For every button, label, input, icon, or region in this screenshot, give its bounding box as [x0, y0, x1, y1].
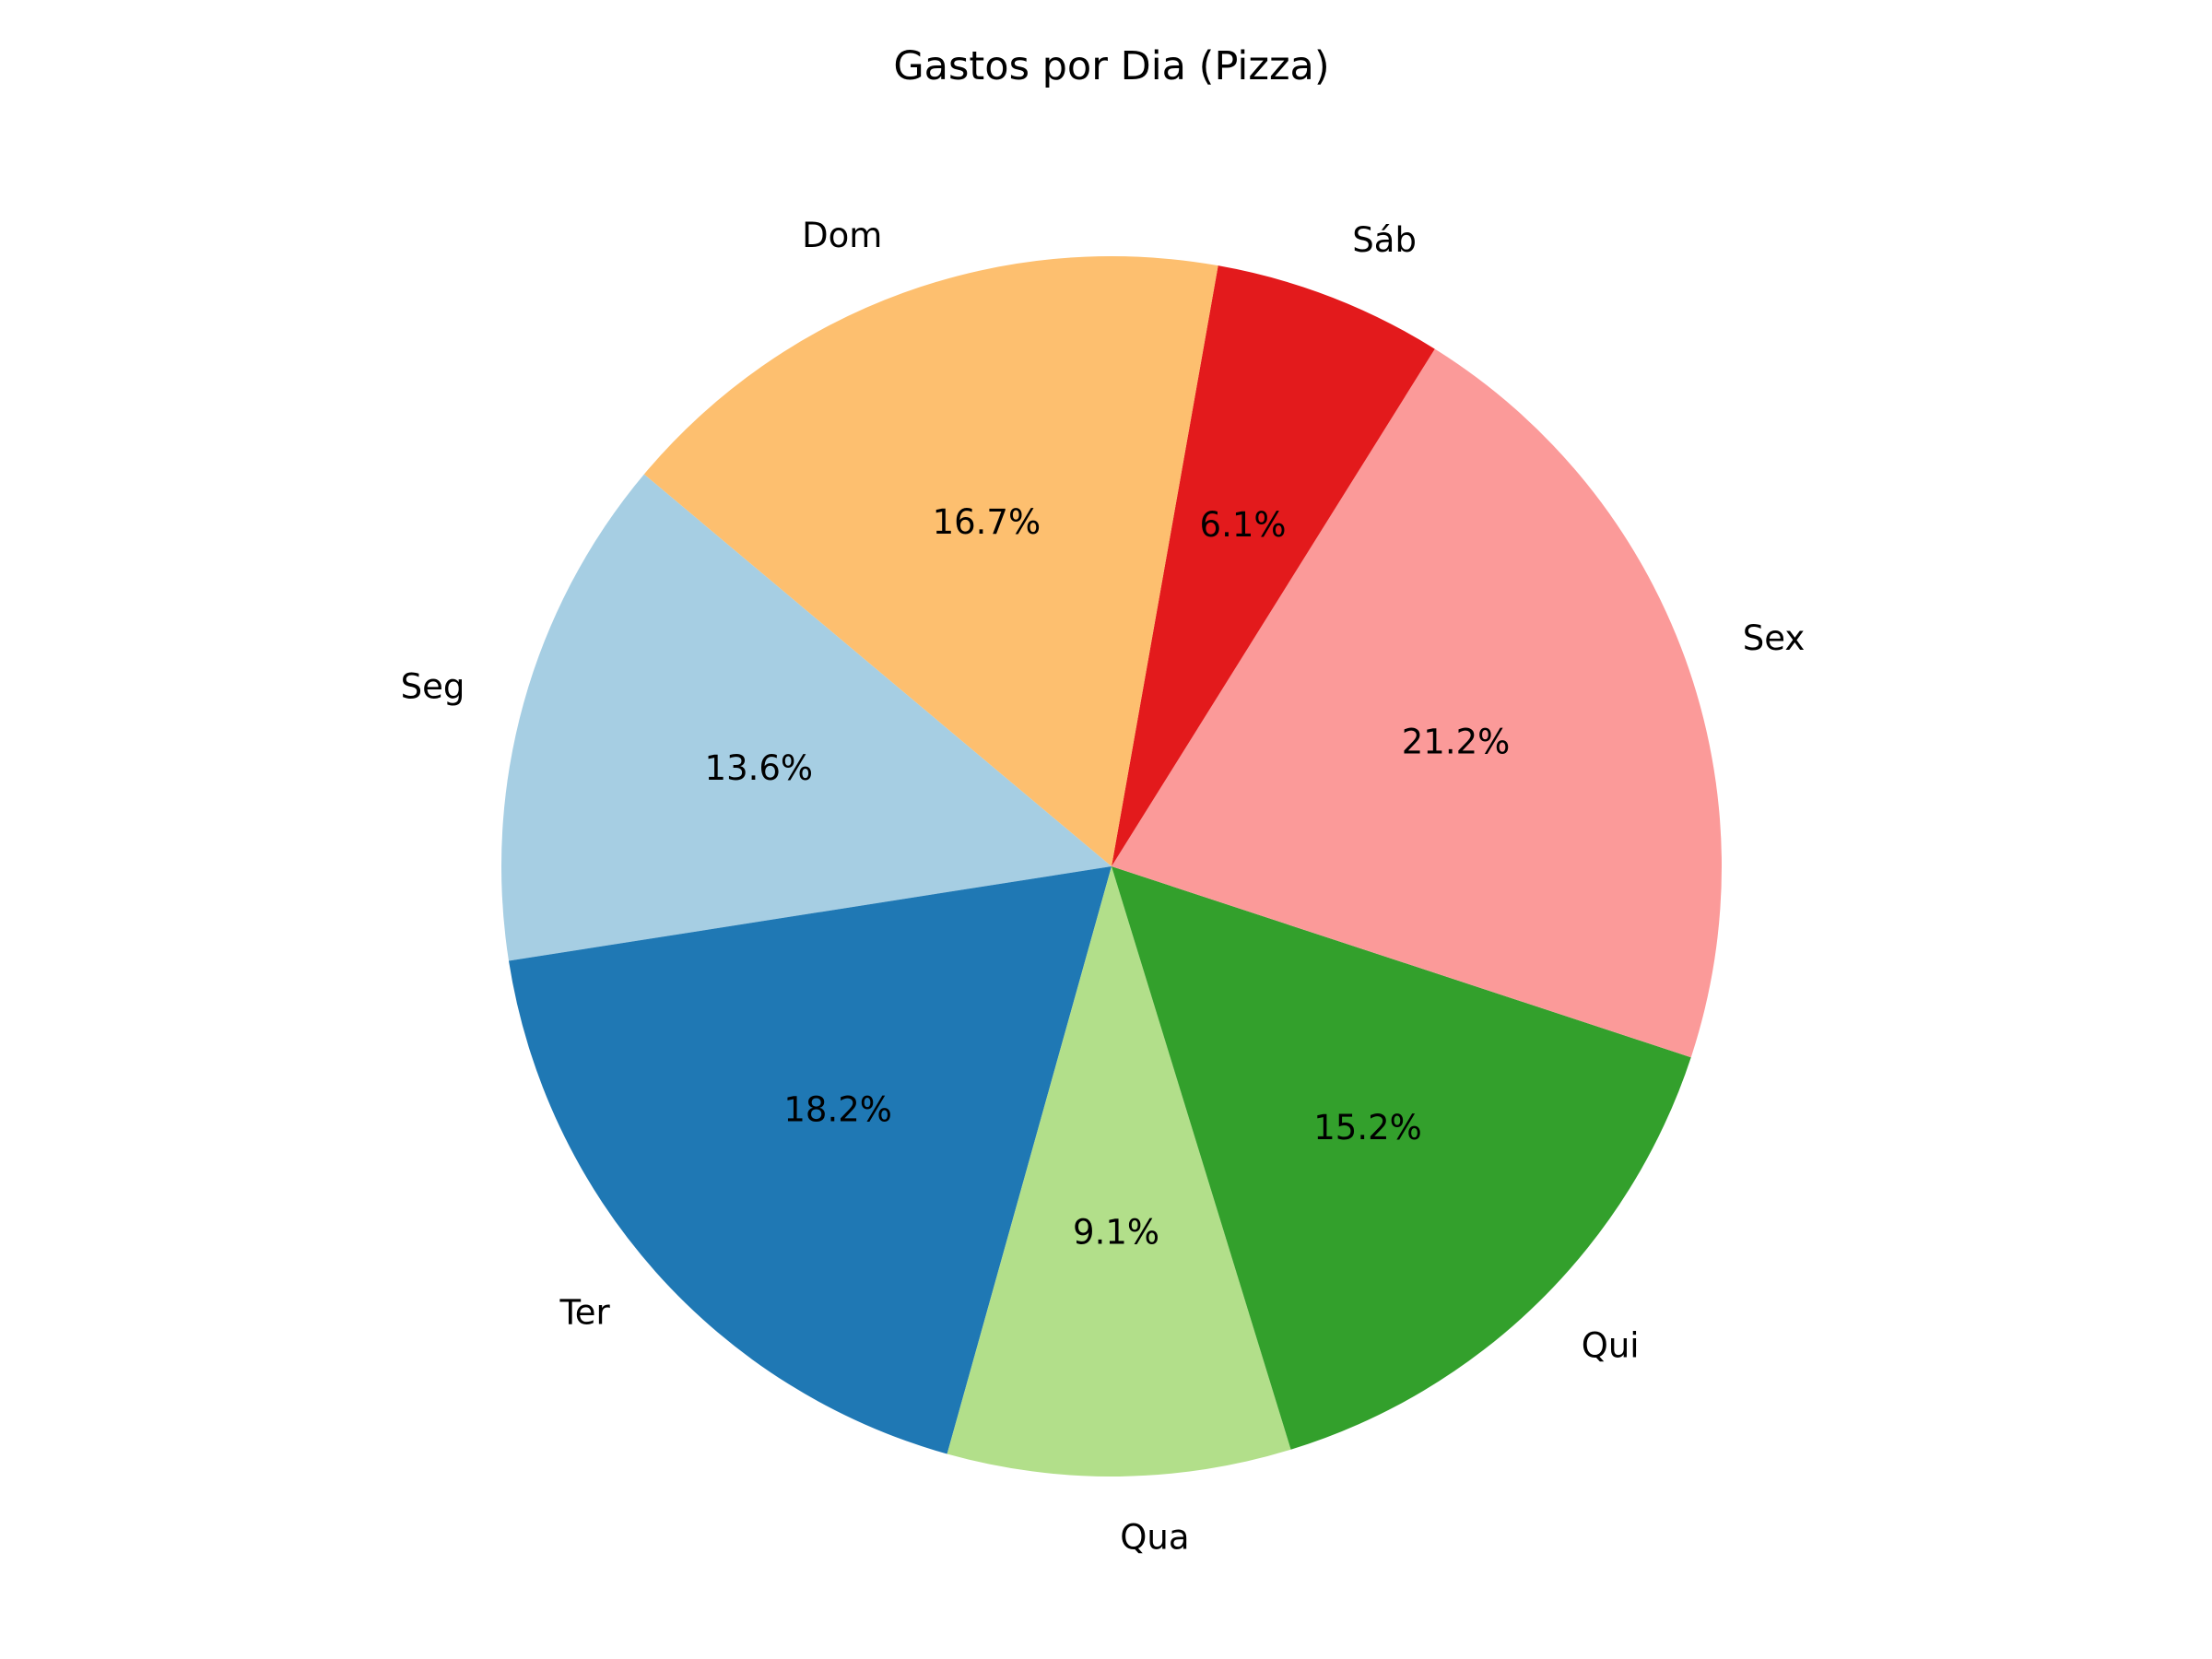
pie-slice-seg: [501, 474, 1112, 961]
percent-label-qui: 15.2%: [1313, 1108, 1422, 1147]
chart-title: Gastos por Dia (Pizza): [893, 43, 1329, 89]
percent-label-qua: 9.1%: [1073, 1213, 1159, 1253]
slice-label-sex: Sex: [1743, 618, 1806, 658]
percent-label-dom: 16.7%: [933, 502, 1041, 542]
pie-slices: [501, 256, 1723, 1477]
pie-slice-sex: [1112, 348, 1723, 1058]
percent-label-ter: 18.2%: [783, 1089, 892, 1129]
slice-label-ter: Ter: [559, 1292, 610, 1332]
percent-label-seg: 13.6%: [705, 748, 814, 788]
slice-label-dom: Dom: [802, 216, 882, 255]
percent-label-sex: 21.2%: [1402, 722, 1511, 761]
category-labels: Seg Ter Qua Qui Sex Sáb Dom: [401, 216, 1806, 1558]
slice-label-qua: Qua: [1120, 1518, 1189, 1558]
pie-slice-dom: [643, 256, 1218, 866]
percent-label-sab: 6.1%: [1200, 505, 1287, 545]
slice-label-seg: Seg: [401, 666, 465, 706]
slice-label-sab: Sáb: [1352, 220, 1417, 260]
pie-slice-sab: [1112, 265, 1435, 867]
percent-labels: 13.6% 18.2% 9.1% 15.2% 21.2% 6.1% 16.7%: [705, 502, 1511, 1252]
pie-slice-qua: [947, 866, 1291, 1477]
pie-slice-ter: [508, 866, 1112, 1454]
slice-label-qui: Qui: [1582, 1326, 1640, 1366]
pie-slice-qui: [1112, 866, 1691, 1450]
